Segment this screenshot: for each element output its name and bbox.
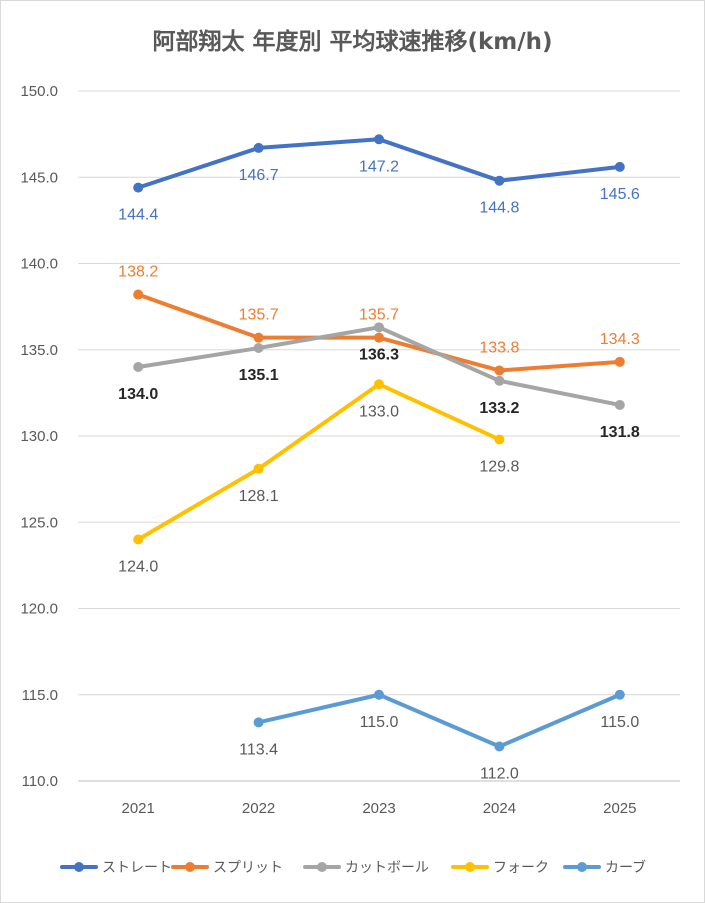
data-label: 128.1 [239, 488, 279, 505]
data-label: 133.8 [479, 339, 519, 356]
series-line [136, 382, 502, 542]
data-point [614, 399, 625, 410]
x-tick-label: 2022 [242, 800, 275, 817]
data-point [253, 717, 264, 728]
y-tick-label: 120.0 [20, 601, 58, 618]
data-label: 115.0 [600, 714, 639, 731]
legend-marker [317, 862, 327, 872]
x-tick-label: 2025 [603, 800, 636, 817]
data-label: 147.2 [359, 158, 399, 175]
data-point [133, 362, 144, 372]
chart-title: 阿部翔太 年度別 平均球速推移(km/h) [152, 29, 553, 55]
data-point [374, 332, 384, 343]
x-tick-label: 2021 [122, 800, 155, 817]
data-point [253, 343, 264, 354]
data-label: 144.4 [118, 207, 158, 224]
y-tick-label: 145.0 [20, 169, 58, 186]
y-tick-label: 135.0 [20, 342, 58, 359]
data-point [374, 322, 384, 333]
data-label: 135.7 [239, 307, 279, 324]
data-label: 146.7 [239, 167, 279, 184]
y-tick-label: 115.0 [22, 687, 58, 704]
legend-label: カーブ [605, 859, 646, 876]
data-point [253, 332, 264, 343]
data-point [494, 175, 505, 186]
legend-label: カットボール [345, 860, 429, 876]
series-line [256, 692, 622, 749]
data-point [374, 379, 384, 390]
data-label: 115.0 [360, 714, 399, 731]
y-tick-label: 125.0 [20, 514, 58, 531]
data-point [494, 375, 505, 386]
legend-marker [465, 862, 475, 872]
data-point [133, 182, 144, 193]
data-point [614, 356, 625, 367]
data-label: 133.2 [479, 400, 519, 417]
data-point [614, 689, 625, 700]
legend-label: スプリット [213, 860, 283, 876]
data-point [133, 289, 144, 300]
data-label: 134.0 [118, 386, 158, 403]
data-label: 138.2 [118, 264, 158, 281]
data-point [494, 365, 505, 376]
data-label: 133.0 [359, 403, 399, 420]
y-tick-label: 150.0 [20, 83, 58, 100]
data-label: 131.8 [600, 424, 640, 441]
data-point [614, 161, 625, 172]
data-point [494, 741, 505, 752]
data-label: 136.3 [359, 346, 399, 363]
data-point [253, 142, 264, 153]
legend-marker [74, 862, 84, 872]
data-point [253, 463, 264, 474]
data-label: 144.8 [479, 200, 519, 217]
y-tick-label: 110.0 [22, 773, 58, 790]
data-point [133, 534, 144, 545]
y-tick-label: 130.0 [20, 428, 58, 445]
data-label: 129.8 [479, 458, 519, 475]
data-label: 135.1 [239, 367, 279, 384]
legend-marker [577, 862, 587, 872]
data-label: 145.6 [600, 186, 640, 203]
legend-marker [185, 862, 195, 872]
data-point [374, 689, 384, 700]
data-label: 112.0 [480, 766, 519, 783]
data-label: 135.7 [359, 307, 399, 324]
x-tick-label: 2023 [362, 800, 395, 817]
data-point [494, 434, 505, 445]
data-label: 124.0 [118, 559, 158, 576]
legend-label: ストレート [102, 860, 172, 876]
data-point [374, 134, 384, 145]
data-label: 113.4 [239, 741, 278, 758]
y-tick-label: 140.0 [20, 256, 58, 273]
data-label: 134.3 [600, 331, 640, 348]
legend-label: フォーク [493, 860, 549, 876]
x-tick-label: 2024 [483, 800, 516, 817]
